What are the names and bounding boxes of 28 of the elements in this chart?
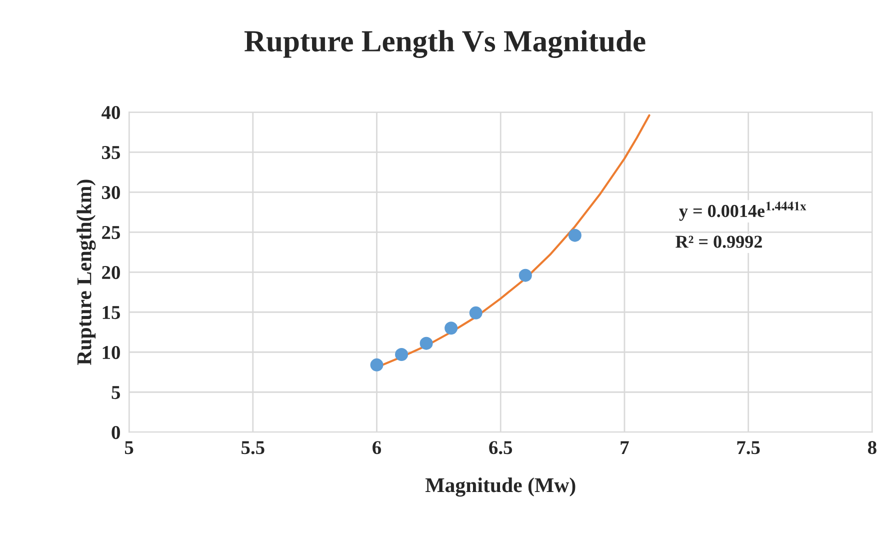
point [444,322,458,335]
y-tick-label: 0 [112,426,120,440]
x-tick-label: 8 [868,441,876,454]
x-tick-label: 5.5 [242,441,264,454]
y-tick-label: 5 [112,386,120,400]
annotation: R² = 0.9992 [676,236,762,248]
x-tick-label: 7 [620,441,629,454]
y-axis-title: Rupture Length(km) [76,180,96,366]
chart-title: Rupture Length Vs Magnitude [244,30,646,58]
x-tick-label: 5 [124,441,134,454]
y-tick-label: 30 [102,186,120,200]
y-tick-label: 25 [102,226,120,240]
x-tick-label: 6.5 [489,441,512,454]
point [469,306,482,320]
annotation: y = 0.0014e$^{1.4441x}$ [679,202,806,221]
point [395,348,408,362]
y-tick-label: 35 [102,146,120,160]
point [370,358,384,372]
x-tick-label: 7.5 [737,441,760,454]
y-tick-label: 20 [102,266,120,280]
y-tick-label: 15 [102,306,120,320]
x-tick-label: 6 [372,441,382,454]
point [518,268,532,282]
y-tick-label: 40 [102,106,120,120]
y-tick-label: 10 [102,346,120,360]
point [568,228,582,242]
x-axis-title: Magnitude (Mw) [425,478,576,497]
point [420,336,433,350]
